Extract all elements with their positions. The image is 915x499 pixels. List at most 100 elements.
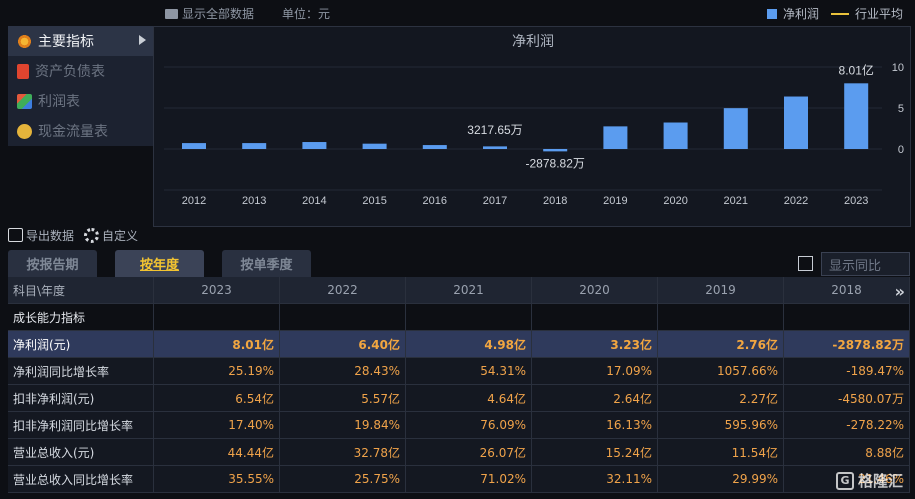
show-all-toggle[interactable]: 显示全部数据 bbox=[165, 5, 254, 22]
table-cell: 5.57亿 bbox=[280, 385, 406, 412]
table-row[interactable]: 扣非净利润同比增长率 17.40% 19.84% 76.09% 16.13% 595.96… bbox=[8, 412, 911, 439]
table-cell: 44.44亿 bbox=[154, 439, 280, 466]
header-cell-year[interactable]: 2018 bbox=[784, 277, 910, 304]
x-tick-label: 2015 bbox=[362, 195, 386, 207]
net-profit-chart: 净利润 2012 2013 2014 2015 2016 2017 2018 2019 2020… bbox=[153, 26, 911, 227]
tab-by-year[interactable]: 按年度 bbox=[115, 250, 204, 277]
table-cell: 16.13% bbox=[532, 412, 658, 439]
table-row[interactable]: 净利润同比增长率 25.19% 28.43% 54.31% 17.09% 1057.66%… bbox=[8, 358, 911, 385]
table-cell bbox=[784, 304, 910, 331]
table-cell: 28.43% bbox=[280, 358, 406, 385]
export-data-button[interactable]: 导出数据 bbox=[8, 227, 74, 244]
top-bar: 显示全部数据 单位：元 净利润 行业平均 bbox=[0, 0, 915, 26]
gear-flower-icon bbox=[17, 33, 32, 49]
bar-2014 bbox=[302, 142, 327, 149]
table-cell: 4.98亿 bbox=[406, 331, 532, 358]
header-cell-year[interactable]: 2019 bbox=[658, 277, 784, 304]
y-tick-label: 5 bbox=[898, 103, 904, 115]
table-cell: 3.23亿 bbox=[532, 331, 658, 358]
menu-item-income-statement[interactable]: 利润表 bbox=[8, 86, 153, 116]
x-tick-label: 2020 bbox=[663, 195, 687, 207]
bar-2012 bbox=[182, 143, 206, 149]
table-cell: 17.40% bbox=[154, 412, 280, 439]
table-cell: 25.19% bbox=[154, 358, 280, 385]
table-cell: 1057.66% bbox=[658, 358, 784, 385]
table-cell: 32.11% bbox=[532, 466, 658, 493]
table-cell: 11.54亿 bbox=[658, 439, 784, 466]
table-cell: 15.24亿 bbox=[532, 439, 658, 466]
menu-item-label: 主要指标 bbox=[38, 34, 94, 50]
coins-icon bbox=[17, 123, 32, 139]
table-cell: 8.88亿 bbox=[784, 439, 910, 466]
table-toolbar: 导出数据 自定义 bbox=[8, 226, 138, 244]
x-tick-label: 2014 bbox=[302, 195, 326, 207]
chart-y-labels: 0 5 10 bbox=[892, 62, 904, 156]
yoy-checkbox[interactable] bbox=[798, 256, 813, 271]
row-label: 扣非净利润(元) bbox=[8, 385, 154, 412]
chart-x-labels: 2012 2013 2014 2015 2016 2017 2018 2019 2020 2021… bbox=[182, 195, 869, 207]
row-label: 营业总收入同比增长率 bbox=[8, 466, 154, 493]
table-row[interactable]: 净利润(元) 8.01亿 6.40亿 4.98亿 3.23亿 2.76亿 -2878.82万 bbox=[8, 331, 911, 358]
bar-2020 bbox=[663, 122, 688, 149]
table-cell: 6.40亿 bbox=[280, 331, 406, 358]
bar-2018 bbox=[543, 149, 568, 152]
bar-2017 bbox=[483, 146, 507, 149]
table-cell: -2878.82万 bbox=[784, 331, 910, 358]
table-cell bbox=[154, 304, 280, 331]
report-menu: 主要指标 资产负债表 利润表 现金流量表 bbox=[8, 26, 153, 146]
menu-item-cash-flow[interactable]: 现金流量表 bbox=[8, 116, 153, 146]
header-cell-year[interactable]: 2021 bbox=[406, 277, 532, 304]
data-label: 3217.65万 bbox=[467, 123, 522, 137]
row-label: 营业总收入(元) bbox=[8, 439, 154, 466]
table-cell: 29.99% bbox=[658, 466, 784, 493]
table-row[interactable]: 营业总收入同比增长率 35.55% 25.75% 71.02% 32.11% 29.99%… bbox=[8, 466, 911, 493]
menu-item-main-indicators[interactable]: 主要指标 bbox=[8, 26, 153, 56]
tab-by-report-period[interactable]: 按报告期 bbox=[8, 250, 97, 277]
table-cell: 71.02% bbox=[406, 466, 532, 493]
table-cell bbox=[280, 304, 406, 331]
table-cell: 6.54亿 bbox=[154, 385, 280, 412]
bar-2022 bbox=[784, 96, 808, 149]
table-cell: 2.64亿 bbox=[532, 385, 658, 412]
x-tick-label: 2017 bbox=[483, 195, 507, 207]
legend-line-label: 行业平均 bbox=[855, 7, 904, 21]
scroll-right-icon[interactable]: » bbox=[894, 282, 905, 301]
bar-2021 bbox=[723, 108, 748, 149]
data-label: -2878.82万 bbox=[526, 156, 585, 170]
yoy-toggle[interactable]: 显示同比 bbox=[821, 252, 910, 276]
x-tick-label: 2023 bbox=[844, 195, 868, 207]
menu-item-label: 现金流量表 bbox=[38, 124, 108, 140]
header-cell-year[interactable]: 2023 bbox=[154, 277, 280, 304]
header-cell-year[interactable]: 2022 bbox=[280, 277, 406, 304]
table-cell: 35.55% bbox=[154, 466, 280, 493]
bar-2013 bbox=[242, 143, 267, 149]
row-label: 扣非净利润同比增长率 bbox=[8, 412, 154, 439]
header-cell: 科目\年度 bbox=[8, 277, 154, 304]
chart-annotations: 3217.65万 -2878.82万 8.01亿 bbox=[467, 62, 874, 170]
legend-line-swatch bbox=[831, 12, 850, 15]
table-cell: 4.64亿 bbox=[406, 385, 532, 412]
table-cell: 76.09% bbox=[406, 412, 532, 439]
watermark-logo: G 格隆汇 bbox=[835, 470, 903, 491]
tab-by-quarter[interactable]: 按单季度 bbox=[222, 250, 311, 277]
table-row[interactable]: 扣非净利润(元) 6.54亿 5.57亿 4.64亿 2.64亿 2.27亿 -4580.0… bbox=[8, 385, 911, 412]
menu-item-balance-sheet[interactable]: 资产负债表 bbox=[8, 56, 153, 86]
row-label: 净利润同比增长率 bbox=[8, 358, 154, 385]
table-header-row: 科目\年度 2023 2022 2021 2020 2019 2018 » bbox=[8, 277, 911, 304]
x-tick-label: 2021 bbox=[724, 195, 748, 207]
table-cell: -189.47% bbox=[784, 358, 910, 385]
table-cell: 2.76亿 bbox=[658, 331, 784, 358]
table-row[interactable]: 营业总收入(元) 44.44亿 32.78亿 26.07亿 15.24亿 11.54亿 8.… bbox=[8, 439, 911, 466]
header-cell-year[interactable]: 2020 bbox=[532, 277, 658, 304]
table-cell bbox=[532, 304, 658, 331]
bar-2015 bbox=[362, 143, 387, 149]
legend-bar-swatch bbox=[767, 8, 777, 19]
table-cell: 26.07亿 bbox=[406, 439, 532, 466]
chevron-right-icon bbox=[139, 35, 146, 45]
table-section-row: 成长能力指标 bbox=[8, 304, 911, 331]
customize-button[interactable]: 自定义 bbox=[84, 227, 138, 244]
unit-label: 单位：元 bbox=[282, 5, 330, 22]
chart-canvas: 净利润 2012 2013 2014 2015 2016 2017 2018 2019 2020… bbox=[164, 33, 904, 207]
export-icon bbox=[8, 228, 23, 242]
y-tick-label: 0 bbox=[898, 144, 904, 156]
